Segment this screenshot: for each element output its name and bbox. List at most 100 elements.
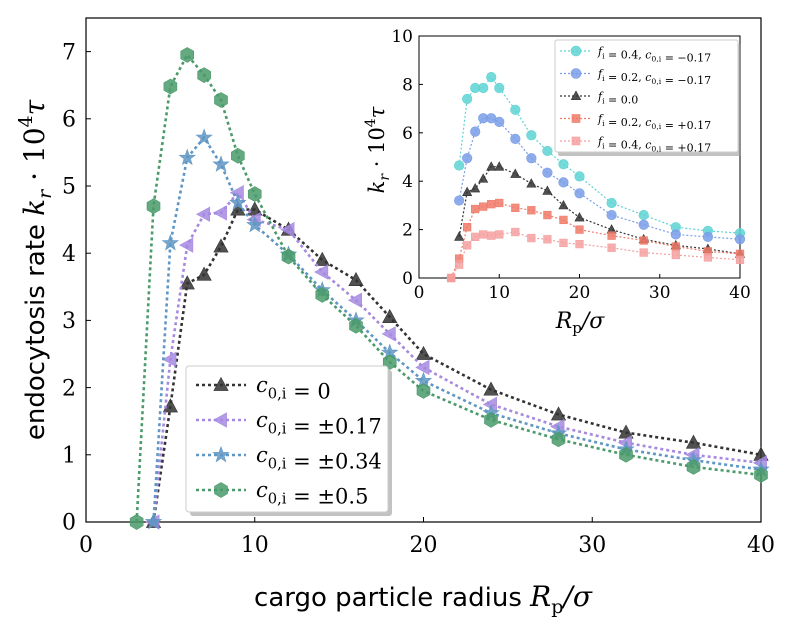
main-data-point: [179, 237, 194, 253]
main-data-point: [314, 251, 330, 266]
main-data-point: [146, 198, 161, 215]
main-series-3: [129, 47, 768, 530]
main-data-point: [180, 47, 195, 63]
inset-data-point: [510, 104, 521, 115]
main-series-line: [135, 52, 762, 523]
inset-data-point: [510, 168, 521, 178]
main-legend-label: c0,i = ±0.5: [256, 478, 368, 508]
inset-data-point: [671, 250, 680, 260]
inset-data-point: [511, 203, 520, 212]
inset-x-tick-label: 40: [729, 283, 751, 303]
inset-data-point: [639, 236, 648, 245]
inset-legend-marker: [570, 68, 582, 79]
main-data-point: [212, 155, 230, 172]
inset-series-line: [458, 117, 741, 240]
inset-data-point: [454, 231, 465, 241]
main-data-point: [161, 233, 180, 251]
inset-data-point: [470, 183, 481, 193]
inset-legend-box: [554, 39, 739, 153]
inset-data-point: [543, 235, 552, 244]
inset-data-point: [574, 188, 585, 199]
inset-data-point: [486, 72, 497, 83]
main-data-point: [619, 446, 633, 463]
inset-data-point: [510, 133, 521, 144]
inset-x-tick-label: 0: [414, 283, 425, 303]
main-legend-marker: [212, 445, 230, 463]
inset-data-point: [558, 177, 569, 188]
inset-data-point: [542, 167, 553, 178]
main-data-point: [163, 78, 178, 95]
main-data-point: [214, 92, 228, 108]
inset-data-point: [495, 198, 504, 208]
main-y-tick-label: 3: [62, 309, 76, 334]
inset-x-tick-label: 10: [488, 283, 510, 303]
main-data-point: [162, 398, 179, 413]
inset-data-point: [471, 204, 480, 214]
inset-data-point: [734, 234, 746, 245]
main-series-line: [152, 190, 762, 523]
main-data-point: [416, 383, 431, 399]
main-data-point: [754, 467, 768, 483]
inset-data-point: [607, 231, 616, 240]
inset-legend-label: fi = 0.2, c0,i = +0.17: [597, 113, 711, 133]
inset-legend-marker: [571, 136, 581, 146]
main-legend-marker: [213, 376, 229, 391]
inset-data-point: [558, 199, 569, 210]
inset-series-4: [446, 227, 745, 283]
main-y-axis-label: endocytosis rate kr · 104τ: [15, 99, 56, 440]
main-data-point: [195, 206, 211, 222]
main-legend: c0,i = 0 c0,i = ±0.17 c0,i = ±0.34 c0,i = ±…: [185, 365, 392, 516]
inset-data-point: [494, 82, 505, 94]
main-legend-marker: [214, 482, 228, 498]
main-data-point: [550, 406, 567, 421]
inset-legend-marker: [570, 90, 582, 101]
main-x-tick-label: 0: [79, 533, 93, 558]
main-data-point: [213, 238, 229, 253]
inset-x-tick-label: 30: [649, 283, 671, 303]
inset-data-point: [671, 242, 680, 251]
inset-legend-label: fi = 0.4, c0,i = +0.17: [597, 135, 711, 155]
main-data-point: [195, 128, 213, 146]
inset-legend-label: fi = 0.4, c0,i = −0.17: [597, 45, 711, 65]
inset-y-tick-label: 6: [402, 124, 413, 144]
inset-series-0: [454, 72, 746, 239]
inset-data-point: [462, 93, 473, 105]
main-data-point: [347, 292, 362, 308]
main-data-point: [685, 434, 702, 449]
main-data-point: [280, 222, 295, 238]
main-legend-marker: [212, 412, 227, 428]
main-legend-label: c0,i = ±0.34: [256, 443, 382, 473]
main-data-point: [178, 148, 196, 166]
inset-data-point: [486, 161, 497, 171]
inset-data-point: [487, 231, 496, 240]
main-data-point: [247, 186, 262, 202]
main-y-tick-label: 2: [62, 376, 76, 401]
main-data-point: [179, 275, 195, 290]
main-data-point: [281, 248, 296, 265]
main-data-point: [315, 287, 330, 303]
inset-data-point: [559, 215, 568, 225]
inset-data-point: [559, 238, 568, 248]
inset-y-axis-label: kr · 104τ: [363, 106, 393, 193]
inset-data-point: [703, 253, 713, 262]
inset-y-tick-label: 2: [402, 221, 413, 241]
inset-data-point: [478, 82, 489, 94]
inset-data-point: [471, 232, 480, 242]
main-data-point: [382, 308, 398, 323]
main-x-tick-label: 20: [410, 533, 438, 558]
inset-series-1: [454, 113, 746, 245]
main-data-point: [197, 67, 211, 83]
inset-data-point: [542, 145, 553, 157]
inset-data-point: [574, 212, 585, 222]
inset-legend-label: fi = 0.0: [597, 90, 638, 106]
inset-data-point: [454, 195, 465, 206]
inset-data-point: [735, 255, 745, 264]
main-data-point: [415, 345, 432, 360]
inset-data-point: [463, 223, 472, 232]
inset-data-point: [479, 230, 488, 239]
inset-x-tick-label: 20: [569, 283, 591, 303]
main-data-point: [314, 264, 329, 280]
inset-data-point: [470, 126, 481, 137]
main-data-point: [144, 512, 163, 530]
